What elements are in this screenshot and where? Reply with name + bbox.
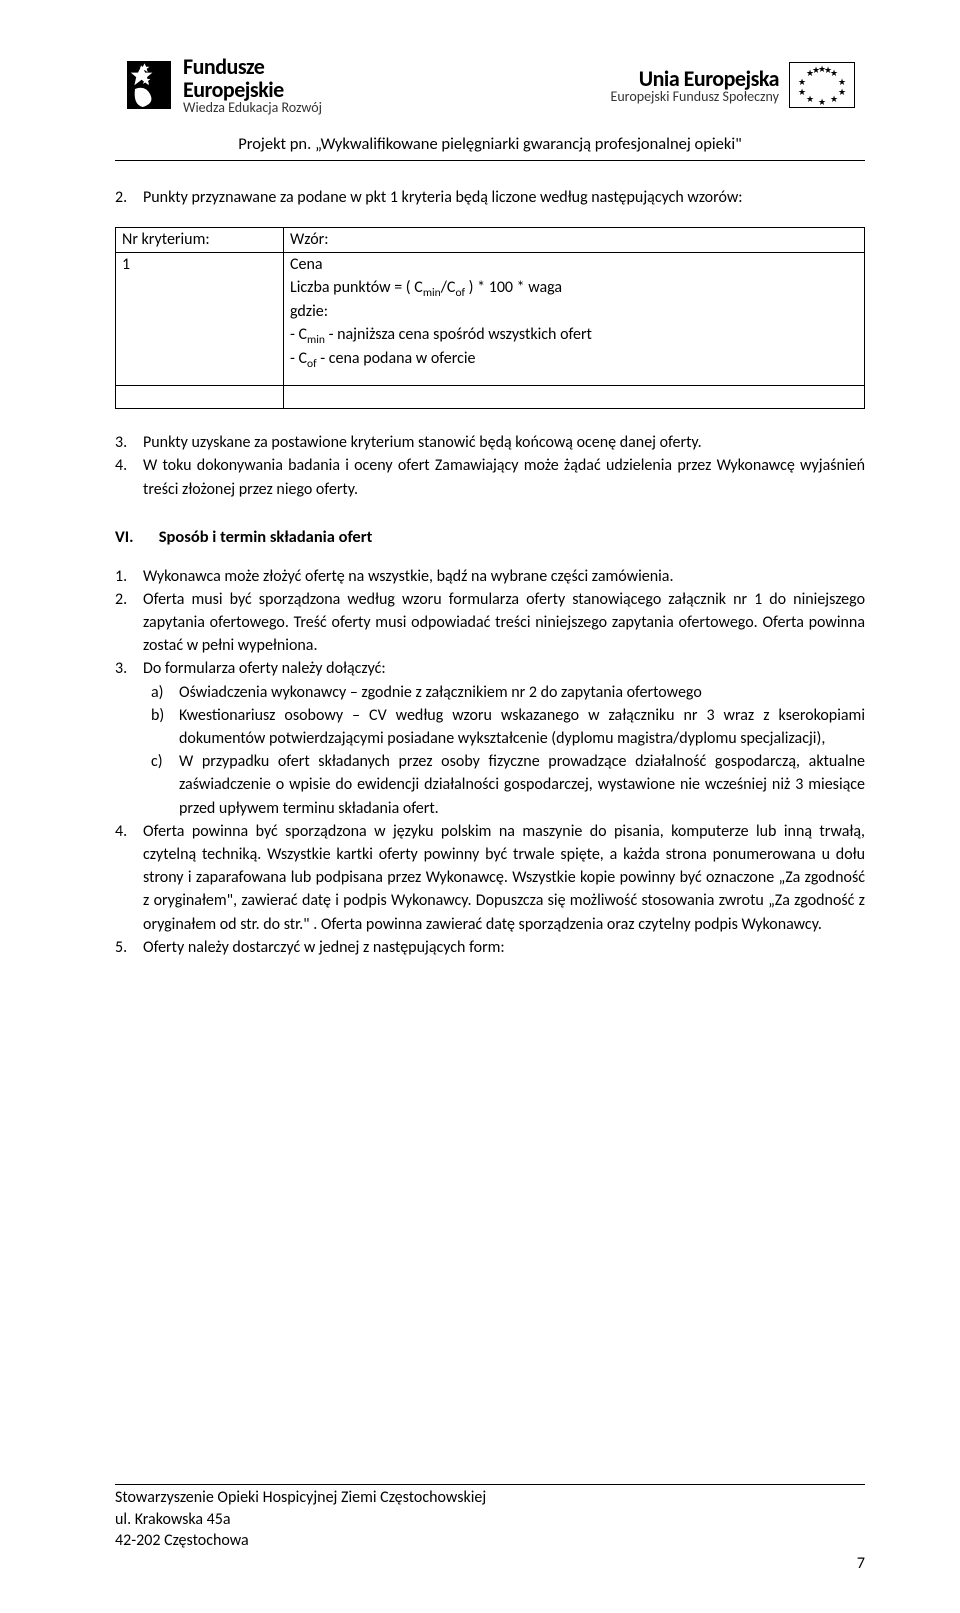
fe-title-line1: Fundusze xyxy=(183,55,322,78)
criteria-table: Nr kryterium: Wzór: 1 Cena Liczba punktó… xyxy=(115,227,865,409)
section-vi-roman: VI. xyxy=(115,527,155,547)
footer-address-2: 42-202 Częstochowa xyxy=(115,1530,865,1552)
item-4: 4. W toku dokonywania badania i oceny of… xyxy=(115,454,865,500)
table-cell-formula: Cena Liczba punktów = ( Cmin/Cof ) * 100… xyxy=(284,253,865,386)
s6-item-3b: b) Kwestionariusz osobowy – CV według wz… xyxy=(151,704,865,750)
header-logos: Fundusze Europejskie Wiedza Edukacja Roz… xyxy=(115,55,865,116)
section-vi-list: 1. Wykonawca może złożyć ofertę na wszys… xyxy=(115,565,865,959)
ue-title: Unia Europejska xyxy=(639,67,779,90)
formula-line4: - Cmin - najniższa cena spośród wszystki… xyxy=(290,324,858,348)
footer-address-1: ul. Krakowska 45a xyxy=(115,1509,865,1531)
logo-unia-europejska: Unia Europejska Europejski Fundusz Społe… xyxy=(610,62,855,108)
footer-divider xyxy=(115,1484,865,1485)
eu-flag-icon: ★ ★ ★ ★ ★ ★ ★ ★ ★ ★ ★ ★ xyxy=(789,62,855,108)
project-title: Projekt pn. „Wykwalifikowane pielęgniark… xyxy=(115,134,865,154)
s6-item-3: 3. Do formularza oferty należy dołączyć: xyxy=(115,657,865,680)
item-2: 2. Punkty przyznawane za podane w pkt 1 … xyxy=(115,186,865,209)
item-3: 3. Punkty uzyskane za postawione kryteri… xyxy=(115,431,865,454)
section-vi-heading: VI. Sposób i termin składania ofert xyxy=(115,527,865,547)
formula-line5: - Cof - cena podana w ofercie xyxy=(290,348,858,372)
table-row: Nr kryterium: Wzór: xyxy=(116,228,865,253)
formula-line3: gdzie: xyxy=(290,301,858,323)
fe-logo-mark-icon xyxy=(125,59,173,111)
formula-line2: Liczba punktów = ( Cmin/Cof ) * 100 * wa… xyxy=(290,277,858,301)
page-number: 7 xyxy=(115,1554,865,1573)
item-4-num: 4. xyxy=(115,454,143,500)
s6-item-1: 1. Wykonawca może złożyć ofertę na wszys… xyxy=(115,565,865,588)
footer-org-name: Stowarzyszenie Opieki Hospicyjnej Ziemi … xyxy=(115,1487,865,1509)
s6-item-4: 4. Oferta powinna być sporządzona w języ… xyxy=(115,820,865,936)
s6-item-5: 5. Oferty należy dostarczyć w jednej z n… xyxy=(115,936,865,959)
item-2-text: Punkty przyznawane za podane w pkt 1 kry… xyxy=(143,186,865,209)
document-page: Fundusze Europejskie Wiedza Edukacja Roz… xyxy=(0,0,960,1613)
section-vi-title: Sposób i termin składania ofert xyxy=(159,527,373,547)
page-footer: Stowarzyszenie Opieki Hospicyjnej Ziemi … xyxy=(115,1484,865,1573)
table-header-2: Wzór: xyxy=(284,228,865,253)
formula-line1: Cena xyxy=(290,254,858,276)
table-cell-num: 1 xyxy=(116,253,284,386)
s6-item-2: 2. Oferta musi być sporządzona według wz… xyxy=(115,588,865,658)
item-3-text: Punkty uzyskane za postawione kryterium … xyxy=(143,431,865,454)
header-divider xyxy=(115,160,865,161)
s6-item-3c: c) W przypadku ofert składanych przez os… xyxy=(151,750,865,820)
ue-logo-text: Unia Europejska Europejski Fundusz Społe… xyxy=(610,67,779,105)
fe-logo-text: Fundusze Europejskie Wiedza Edukacja Roz… xyxy=(183,55,322,116)
table-header-1: Nr kryterium: xyxy=(116,228,284,253)
table-row xyxy=(116,386,865,409)
item-4-text: W toku dokonywania badania i oceny ofert… xyxy=(143,454,865,500)
fe-title-line2: Europejskie xyxy=(183,78,322,101)
ue-subtitle: Europejski Fundusz Społeczny xyxy=(610,90,779,105)
item-2-num: 2. xyxy=(115,186,143,209)
item-3-num: 3. xyxy=(115,431,143,454)
logo-fundusze-europejskie: Fundusze Europejskie Wiedza Edukacja Roz… xyxy=(125,55,322,116)
fe-subtitle: Wiedza Edukacja Rozwój xyxy=(183,101,322,116)
s6-item-3a: a) Oświadczenia wykonawcy – zgodnie z za… xyxy=(151,681,865,704)
table-row: 1 Cena Liczba punktów = ( Cmin/Cof ) * 1… xyxy=(116,253,865,386)
table-cell-empty xyxy=(284,386,865,409)
s6-item-3-sublist: a) Oświadczenia wykonawcy – zgodnie z za… xyxy=(115,681,865,820)
table-cell-empty xyxy=(116,386,284,409)
